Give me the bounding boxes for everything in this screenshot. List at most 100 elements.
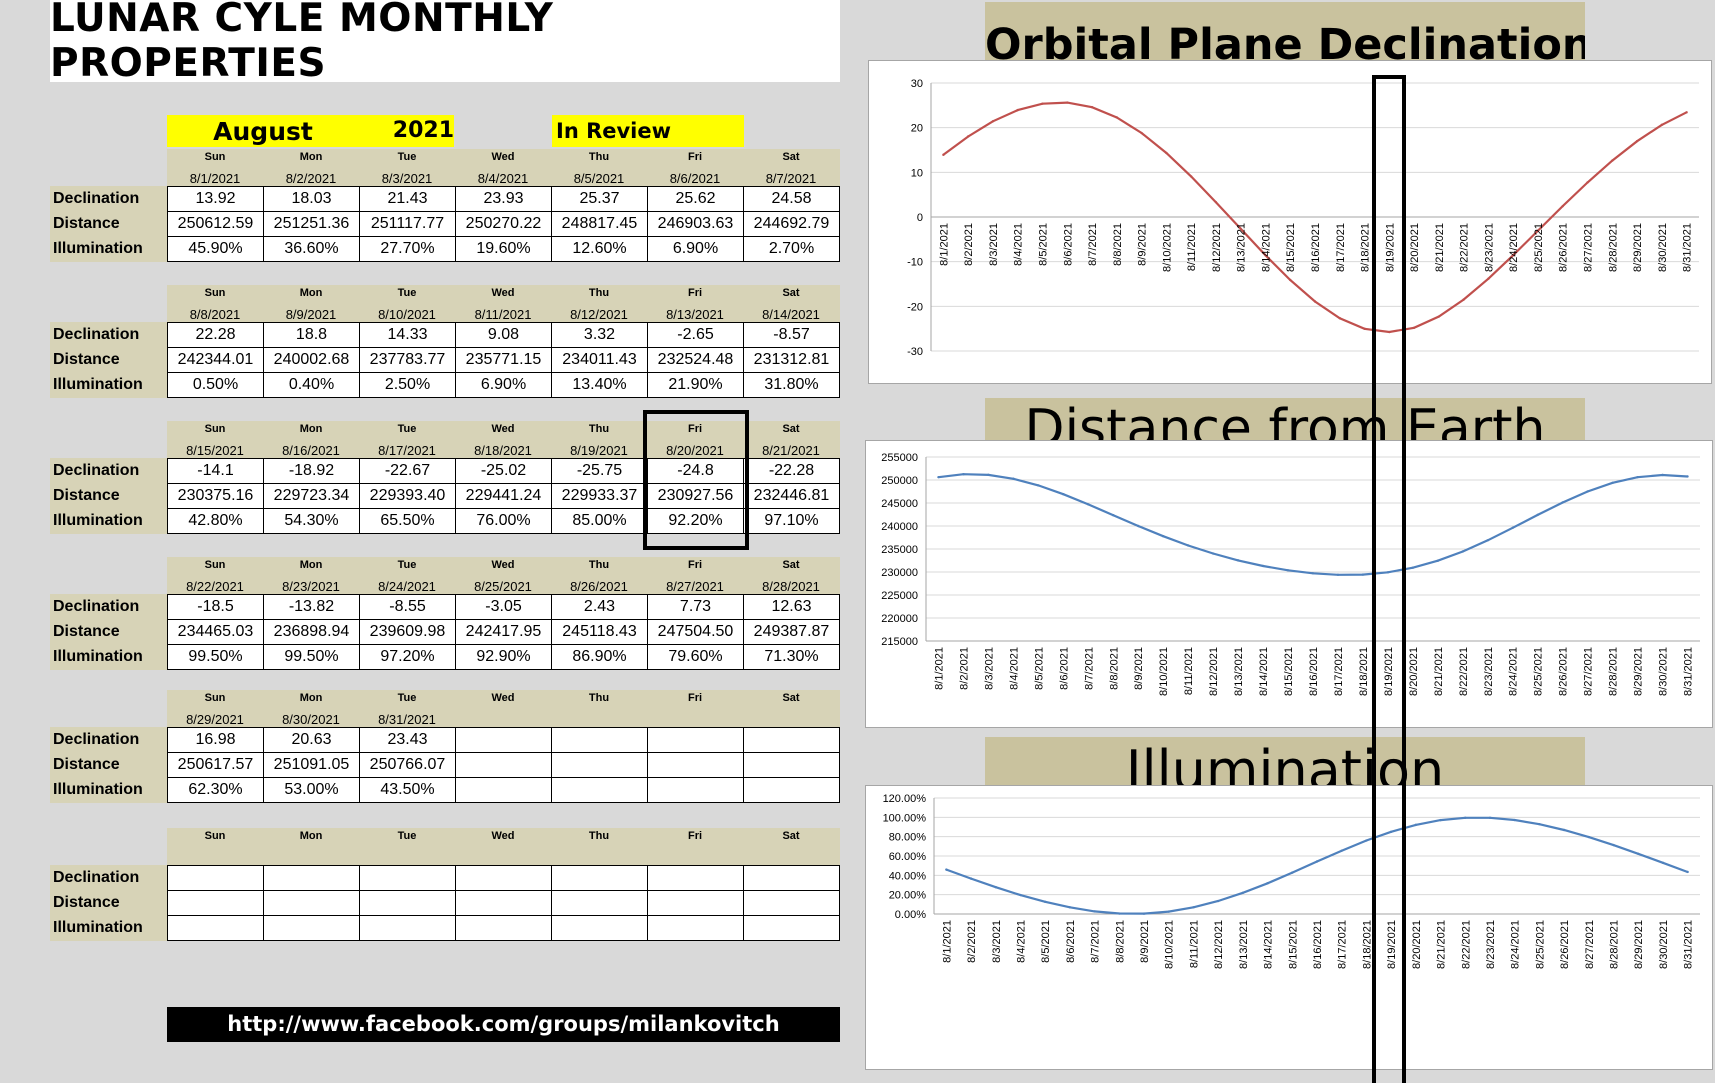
day-name: Tue [397, 423, 417, 435]
y-tick-label: 20 [911, 123, 923, 135]
day-name: Thu [588, 692, 610, 704]
day-date: 8/11/2021 [474, 307, 532, 322]
y-tick-label: 100.00% [883, 812, 927, 824]
cell-declination [455, 727, 552, 753]
week-table: -14.1 -18.92 -22.67 -25.02 -25.75 -24.8 -22.28… [167, 458, 840, 534]
table-row-distance: 250617.57 251091.05 250766.07 [167, 752, 840, 778]
footer-url[interactable]: http://www.facebook.com/groups/milankovi… [167, 1007, 840, 1042]
cell-declination: 9.08 [455, 322, 552, 348]
data-point [1637, 852, 1640, 855]
cell-declination: 3.32 [551, 322, 648, 348]
row-label-illumination: Illumination [53, 512, 143, 529]
data-point [1487, 277, 1490, 280]
row-labels: Declination Distance Illumination [50, 727, 167, 803]
day-date: 8/3/2021 [381, 171, 433, 186]
data-point [1437, 315, 1441, 318]
week-table [167, 865, 840, 941]
day-name: Wed [491, 692, 515, 704]
data-point [1412, 326, 1416, 329]
day-name: Mon [299, 423, 323, 435]
y-tick-label: 255000 [881, 452, 918, 464]
table-row-distance: 234465.03 236898.94 239609.98 242417.95 2451… [167, 619, 840, 645]
x-tick-label: 8/16/2021 [1308, 647, 1320, 696]
table-row-declination: 22.28 18.8 14.33 9.08 3.32 -2.65 -8.57 [167, 322, 840, 348]
row-labels: Declination Distance Illumination [50, 594, 167, 670]
day-date: 8/31/2021 [378, 712, 436, 727]
x-tick-label: 8/22/2021 [1459, 223, 1471, 272]
x-tick-label: 8/4/2021 [1015, 920, 1027, 963]
x-tick-label: 8/11/2021 [1186, 223, 1198, 271]
day-date: 8/25/2021 [474, 579, 532, 594]
table-row-illumination: 45.90% 36.60% 27.70% 19.60% 12.60% 6.90% 2.70% [167, 236, 840, 262]
day-name: Sat [782, 151, 800, 163]
x-tick-label: 8/13/2021 [1233, 647, 1245, 696]
cell-distance [551, 752, 648, 778]
x-tick-label: 8/30/2021 [1658, 647, 1670, 696]
data-point [1536, 513, 1539, 517]
cell-illumination: 42.80% [167, 508, 264, 534]
x-tick-label: 8/26/2021 [1559, 920, 1571, 969]
cell-declination: 2.43 [551, 594, 648, 620]
row-label-declination: Declination [53, 326, 140, 343]
data-point [1239, 227, 1242, 231]
status-label: In Review [552, 115, 744, 147]
data-point [1587, 835, 1591, 839]
data-point [1686, 870, 1689, 874]
data-point [945, 868, 948, 871]
cell-illumination: 13.40% [551, 372, 648, 398]
cell-declination: 12.63 [743, 594, 840, 620]
data-point [1315, 860, 1319, 863]
day-date: 8/2/2021 [285, 171, 337, 186]
data-point [1635, 139, 1639, 143]
cell-distance: 242344.01 [167, 347, 264, 373]
y-tick-label: 250000 [881, 475, 918, 487]
data-point [1115, 116, 1119, 119]
row-labels: Declination Distance Illumination [50, 186, 167, 262]
cell-declination [455, 865, 552, 891]
data-point [1087, 503, 1090, 506]
cell-illumination: 6.90% [455, 372, 552, 398]
cell-distance: 250270.22 [455, 211, 552, 237]
data-point [1439, 818, 1442, 822]
data-point [1266, 882, 1269, 885]
x-tick-label: 8/15/2021 [1283, 647, 1295, 696]
day-name: Wed [491, 151, 515, 163]
data-point [1161, 534, 1165, 538]
x-tick-label: 8/9/2021 [1137, 223, 1149, 266]
day-date: 8/20/2021 [666, 443, 724, 458]
x-tick-label: 8/17/2021 [1333, 647, 1345, 696]
cell-illumination: 86.90% [551, 644, 648, 670]
y-tick-label: -20 [907, 301, 923, 313]
x-tick-label: 8/29/2021 [1633, 920, 1645, 969]
day-date: 8/16/2021 [282, 443, 340, 458]
cell-illumination: 92.20% [647, 508, 744, 534]
row-labels: Declination Distance Illumination [50, 322, 167, 398]
table-row-declination: -14.1 -18.92 -22.67 -25.02 -25.75 -24.8 -22.28 [167, 458, 840, 484]
day-header-bar: Sun 8/22/2021 Mon 8/23/2021 Tue 8/24/2021 Wed 8… [167, 557, 840, 597]
day-date: 8/15/2021 [186, 443, 244, 458]
cell-declination [743, 727, 840, 753]
day-name: Sun [204, 830, 226, 842]
y-tick-label: 225000 [881, 590, 918, 602]
day-name: Sun [204, 423, 226, 435]
row-labels: Declination Distance Illumination [50, 865, 167, 941]
cell-distance: 244692.79 [743, 211, 840, 237]
day-date: 8/19/2021 [570, 443, 628, 458]
day-name: Wed [491, 559, 515, 571]
data-point [987, 473, 990, 477]
data-point [994, 886, 997, 889]
data-point [1216, 899, 1220, 903]
data-point [1561, 501, 1564, 504]
cell-declination: 23.93 [455, 186, 552, 212]
cell-declination [647, 865, 744, 891]
day-date: 8/7/2021 [765, 171, 817, 186]
data-point [1660, 123, 1664, 127]
day-date: 8/24/2021 [378, 579, 436, 594]
day-date: 8/8/2021 [189, 307, 241, 322]
cell-declination: -2.65 [647, 322, 744, 348]
cell-declination: 22.28 [167, 322, 264, 348]
series-line [946, 816, 1688, 915]
cell-illumination: 2.70% [743, 236, 840, 262]
day-name: Sat [782, 559, 800, 571]
day-header-bar: Sun 8/8/2021 Mon 8/9/2021 Tue 8/10/2021 Wed 8/1… [167, 285, 840, 325]
